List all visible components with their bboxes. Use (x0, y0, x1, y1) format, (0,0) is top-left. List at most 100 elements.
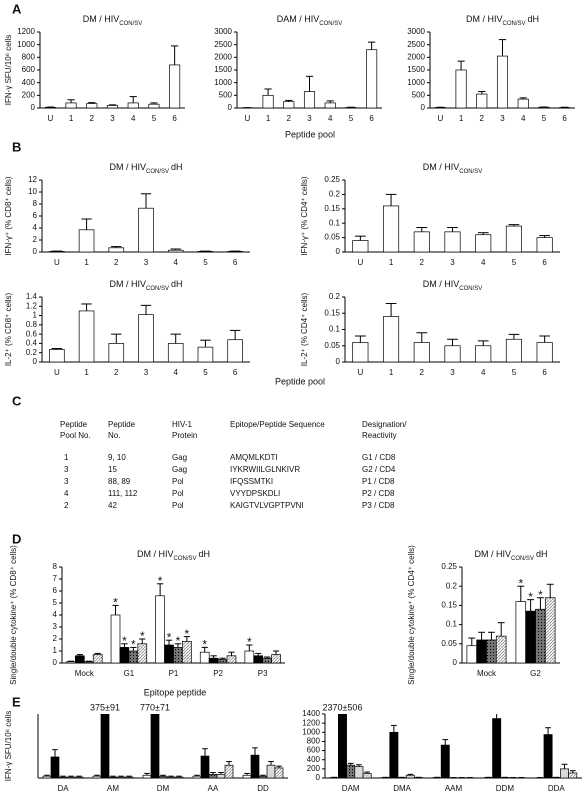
y-tick-label: 0.1 (329, 325, 341, 334)
chart-title: DAM / HIVCON/SV (277, 14, 343, 26)
error-bar (539, 335, 551, 343)
x-tick-label: 3 (144, 258, 149, 267)
y-tick-label: 2000 (214, 52, 232, 61)
bar (535, 608, 546, 664)
table-cell: 42 (108, 501, 117, 510)
bar (78, 229, 95, 253)
bar (174, 776, 184, 779)
error-bar (183, 636, 191, 642)
error-bar (108, 104, 117, 106)
title-suffix: dH (199, 549, 211, 559)
table-cell: G1 / CD8 (362, 453, 396, 462)
error-bar (44, 774, 50, 777)
x-tick-label: 6 (542, 258, 547, 267)
error-bar (255, 652, 262, 656)
y-tick-label: 2 (53, 634, 58, 643)
x-tick-label: 4 (481, 368, 486, 377)
error-bar (126, 775, 132, 778)
bar (138, 207, 154, 253)
y-tick-label: 0 (53, 658, 58, 667)
y-axis-label: Single/double cytokine⁺ (% CD4⁺ cells) (407, 545, 416, 685)
bar (227, 339, 243, 363)
error-bar (252, 747, 258, 756)
table-cell: 3 (64, 477, 69, 486)
bar (476, 93, 488, 109)
error-bar (561, 763, 568, 769)
bar (217, 659, 228, 664)
value-label: 375±91 (90, 702, 120, 712)
bar (142, 774, 152, 779)
y-tick-label: 0.2 (26, 348, 38, 357)
title-subscript: CON/SV (119, 21, 142, 27)
y-tick-label: 0.25 (324, 175, 340, 184)
x-tick-label: U (357, 368, 363, 377)
error-bar (497, 622, 505, 637)
x-tick-label: 4 (328, 114, 333, 123)
error-bar (140, 304, 152, 315)
y-tick-label: 800 (307, 737, 321, 746)
error-bar (539, 235, 551, 238)
bar (250, 754, 260, 779)
bar (164, 644, 174, 664)
error-bar (498, 39, 507, 57)
bar (106, 105, 119, 109)
bar (110, 614, 121, 664)
bar (444, 231, 461, 253)
y-tick-label: 8 (53, 562, 58, 571)
title-suffix: dH (536, 549, 548, 559)
bar (150, 714, 160, 779)
bar (544, 597, 556, 664)
error-bar (156, 583, 164, 596)
y-axis-label: IFN-γ⁺ (% CD8⁺ cells) (4, 176, 13, 255)
bar (405, 774, 415, 779)
error-bar (174, 643, 182, 648)
error-bar (210, 772, 216, 775)
y-tick-label: 3000 (214, 27, 232, 36)
error-bar (407, 773, 414, 776)
x-tick-label: 4 (481, 258, 486, 267)
x-tick-label: G1 (124, 669, 135, 678)
x-tick-label: 4 (521, 114, 526, 123)
x-tick-label: 2 (480, 114, 485, 123)
table-header: Epitope/Peptide Sequence (230, 420, 325, 429)
bar (515, 601, 527, 664)
error-bar (68, 775, 74, 778)
y-tick-label: 0 (31, 103, 36, 112)
error-bar (368, 41, 376, 50)
x-tick-label: 1 (266, 114, 271, 123)
error-bar (51, 348, 63, 350)
bar (86, 103, 98, 109)
bar (208, 657, 219, 664)
x-tick-label: 6 (233, 258, 238, 267)
error-bar (390, 724, 397, 733)
title-suffix: dH (171, 162, 183, 172)
error-bar (67, 99, 75, 103)
bar (258, 775, 268, 779)
error-bar (264, 656, 271, 659)
error-bar (457, 60, 465, 70)
x-tick-label: 6 (233, 368, 238, 377)
x-axis-label: Peptide pool (285, 129, 335, 139)
error-bar (201, 646, 208, 653)
table-cell: Pol (172, 501, 184, 510)
title-main: DM / HIV (466, 14, 503, 24)
x-tick-label: Mock (477, 669, 497, 678)
bar (266, 764, 276, 779)
y-tick-label: 1000 (17, 40, 35, 49)
error-bar (478, 631, 486, 640)
y-tick-label: 600 (22, 65, 36, 74)
y-axis-label: Single/double cytokine⁺ (% CD8⁺ cells) (9, 545, 18, 685)
error-bar (81, 218, 92, 230)
table-header: Peptide (60, 420, 88, 429)
table-cell: IFQSSMTKI (230, 477, 273, 486)
x-tick-label: DM (157, 784, 170, 793)
y-tick-label: 0.15 (324, 308, 340, 317)
error-bar (81, 303, 92, 311)
x-tick-label: 5 (512, 258, 517, 267)
bar (108, 776, 118, 779)
y-tick-label: 2500 (407, 40, 425, 49)
bar (517, 98, 529, 109)
y-tick-label: 200 (22, 90, 36, 99)
y-tick-label: 4 (53, 610, 58, 619)
